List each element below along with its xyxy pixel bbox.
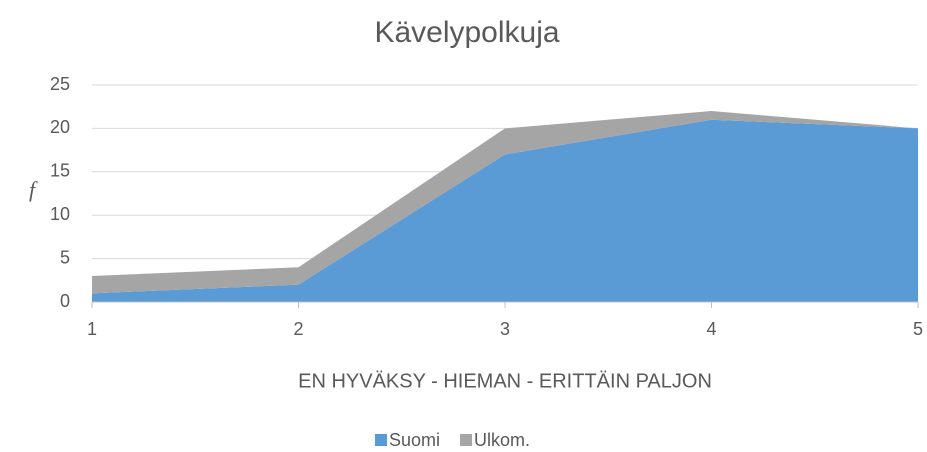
y-tick-label: 10 (50, 204, 70, 224)
legend-label: Suomi (389, 430, 440, 450)
y-axis-title: f (29, 177, 38, 202)
y-tick-label: 25 (50, 74, 70, 94)
chart-title: Kävelypolkuja (374, 16, 559, 49)
x-tick-label: 4 (706, 319, 716, 339)
y-tick-label: 15 (50, 161, 70, 181)
area (92, 119, 918, 302)
y-tick-label: 20 (50, 117, 70, 137)
legend-swatch (460, 434, 473, 446)
x-tick-label: 5 (913, 319, 923, 339)
x-tick-label: 3 (500, 319, 510, 339)
legend-label: Ulkom. (474, 430, 530, 450)
y-tick-label: 5 (60, 247, 70, 267)
legend-swatch (375, 434, 387, 446)
x-axis-title: EN HYVÄKSY - HIEMAN - ERITTÄIN PALJON (298, 370, 712, 392)
y-tick-label: 0 (60, 291, 70, 311)
x-tick-label: 1 (87, 319, 97, 339)
x-tick-label: 2 (293, 319, 303, 339)
area (92, 111, 918, 294)
